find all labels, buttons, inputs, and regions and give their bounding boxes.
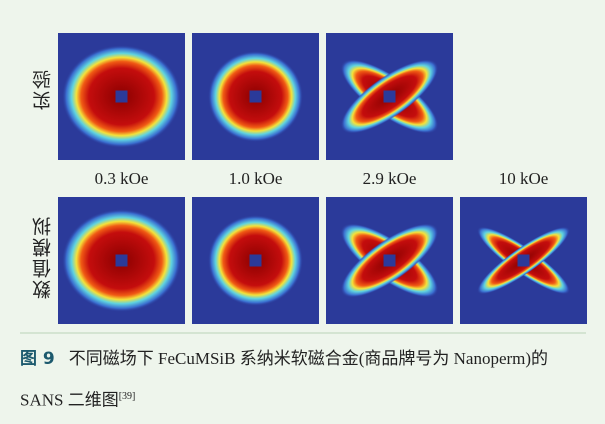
beam-stop bbox=[116, 255, 128, 267]
field-label: 10 kOe bbox=[460, 169, 587, 189]
row-label: 实验 bbox=[30, 68, 57, 110]
field-label: 2.9 kOe bbox=[326, 169, 453, 189]
caption-ref: [39] bbox=[119, 391, 136, 402]
field-label: 0.3 kOe bbox=[58, 169, 185, 189]
beam-stop bbox=[116, 91, 128, 103]
caption-label: 图 9 bbox=[20, 349, 55, 369]
figure-page: 实验 数值模拟 0.3 kOe 1.0 kOe 2.9 kOe 10 kOe 图… bbox=[0, 0, 605, 424]
beam-stop bbox=[518, 255, 530, 267]
caption-text: 不同磁场下 FeCuMSiB 系纳米软磁合金(商品牌号为 Nanoperm)的 … bbox=[20, 349, 548, 410]
field-label: 1.0 kOe bbox=[192, 169, 319, 189]
beam-stop bbox=[250, 255, 262, 267]
beam-stop bbox=[250, 91, 262, 103]
beam-stop bbox=[384, 255, 396, 267]
row-label: 数值模拟 bbox=[30, 215, 57, 299]
beam-stop bbox=[384, 91, 396, 103]
